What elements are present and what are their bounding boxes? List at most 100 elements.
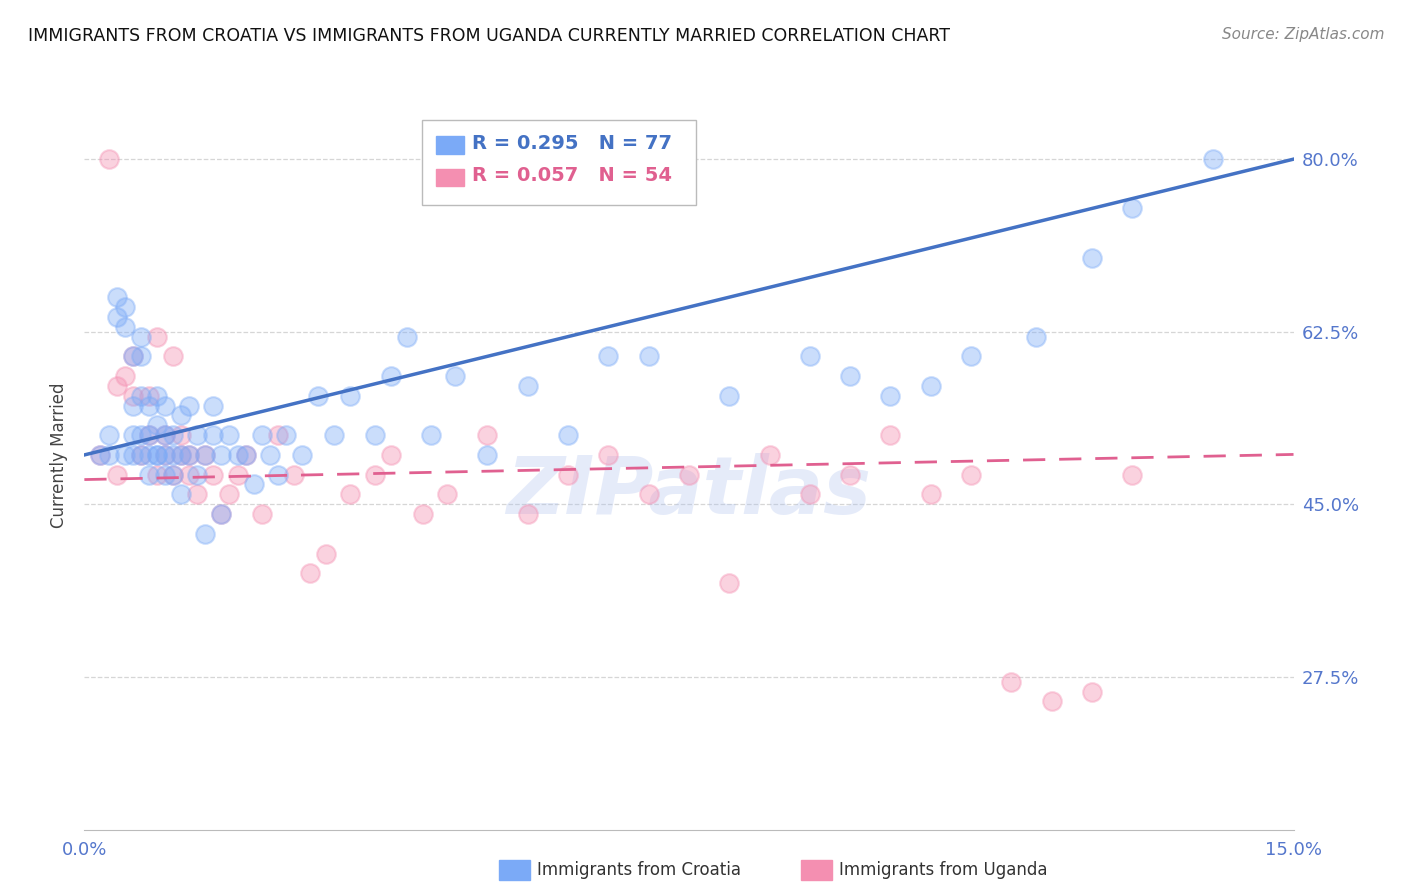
Point bbox=[1000, 674, 1022, 689]
Point bbox=[920, 379, 942, 393]
Point bbox=[839, 467, 862, 482]
Point bbox=[146, 448, 169, 462]
Point bbox=[129, 448, 152, 462]
Point bbox=[146, 467, 169, 482]
Point bbox=[202, 399, 225, 413]
Point bbox=[267, 467, 290, 482]
Point bbox=[153, 399, 176, 413]
Text: IMMIGRANTS FROM CROATIA VS IMMIGRANTS FROM UGANDA CURRENTLY MARRIED CORRELATION : IMMIGRANTS FROM CROATIA VS IMMIGRANTS FR… bbox=[28, 27, 950, 45]
Point bbox=[477, 448, 499, 462]
Point bbox=[299, 566, 322, 581]
Point bbox=[162, 428, 184, 442]
Point bbox=[274, 428, 297, 442]
Point bbox=[138, 428, 160, 442]
Point bbox=[218, 487, 240, 501]
Y-axis label: Currently Married: Currently Married bbox=[51, 382, 69, 528]
Point bbox=[138, 399, 160, 413]
Point bbox=[1040, 694, 1063, 708]
Point bbox=[267, 428, 290, 442]
Point bbox=[146, 418, 169, 433]
Point bbox=[436, 487, 458, 501]
Point bbox=[162, 448, 184, 462]
Point bbox=[202, 467, 225, 482]
Point bbox=[598, 448, 620, 462]
Point bbox=[186, 487, 208, 501]
Text: R = 0.295   N = 77: R = 0.295 N = 77 bbox=[472, 134, 672, 153]
Text: R = 0.057   N = 54: R = 0.057 N = 54 bbox=[472, 166, 672, 186]
Point bbox=[186, 467, 208, 482]
Point bbox=[153, 467, 176, 482]
Point bbox=[202, 428, 225, 442]
Point bbox=[259, 448, 281, 462]
Point bbox=[1121, 467, 1143, 482]
Point bbox=[179, 467, 201, 482]
Point bbox=[146, 389, 169, 403]
Point bbox=[516, 379, 538, 393]
Point bbox=[1121, 202, 1143, 216]
Text: Immigrants from Uganda: Immigrants from Uganda bbox=[839, 861, 1047, 879]
Point bbox=[678, 467, 700, 482]
Point bbox=[363, 467, 385, 482]
Point bbox=[516, 507, 538, 521]
Point bbox=[363, 428, 385, 442]
Point bbox=[129, 329, 152, 343]
Point bbox=[153, 428, 176, 442]
Point bbox=[89, 448, 111, 462]
Point bbox=[153, 428, 176, 442]
Point bbox=[339, 389, 361, 403]
Text: Immigrants from Croatia: Immigrants from Croatia bbox=[537, 861, 741, 879]
Point bbox=[218, 428, 240, 442]
Point bbox=[209, 507, 232, 521]
Point bbox=[1202, 152, 1225, 166]
Point bbox=[380, 448, 402, 462]
Point bbox=[799, 349, 821, 363]
Point bbox=[209, 507, 232, 521]
Point bbox=[380, 369, 402, 384]
Point bbox=[194, 448, 217, 462]
Point bbox=[179, 448, 201, 462]
Point bbox=[323, 428, 346, 442]
Point bbox=[1025, 329, 1047, 343]
Point bbox=[194, 526, 217, 541]
Point bbox=[138, 428, 160, 442]
Point bbox=[339, 487, 361, 501]
Point bbox=[718, 576, 741, 591]
Point bbox=[121, 349, 143, 363]
Point bbox=[114, 319, 136, 334]
Point bbox=[395, 329, 418, 343]
Point bbox=[121, 349, 143, 363]
Point bbox=[153, 448, 176, 462]
Point bbox=[138, 448, 160, 462]
Point bbox=[477, 428, 499, 442]
Point bbox=[179, 448, 201, 462]
Point bbox=[194, 448, 217, 462]
Point bbox=[170, 428, 193, 442]
Point bbox=[637, 349, 659, 363]
Point bbox=[97, 448, 120, 462]
Point bbox=[242, 477, 264, 491]
Point bbox=[250, 507, 273, 521]
Point bbox=[557, 467, 579, 482]
Point bbox=[235, 448, 257, 462]
Point bbox=[557, 428, 579, 442]
Point bbox=[960, 349, 983, 363]
Point bbox=[129, 389, 152, 403]
Point bbox=[598, 349, 620, 363]
Point bbox=[226, 448, 249, 462]
Text: ZIPatlas: ZIPatlas bbox=[506, 453, 872, 532]
Point bbox=[170, 409, 193, 423]
Point bbox=[250, 428, 273, 442]
Point bbox=[153, 448, 176, 462]
Point bbox=[105, 467, 128, 482]
Point bbox=[121, 428, 143, 442]
Point bbox=[114, 448, 136, 462]
Point bbox=[97, 152, 120, 166]
Point bbox=[420, 428, 443, 442]
Point bbox=[879, 389, 901, 403]
Point bbox=[179, 399, 201, 413]
Point bbox=[920, 487, 942, 501]
Point bbox=[162, 467, 184, 482]
Point bbox=[162, 349, 184, 363]
Text: Source: ZipAtlas.com: Source: ZipAtlas.com bbox=[1222, 27, 1385, 42]
Point bbox=[718, 389, 741, 403]
